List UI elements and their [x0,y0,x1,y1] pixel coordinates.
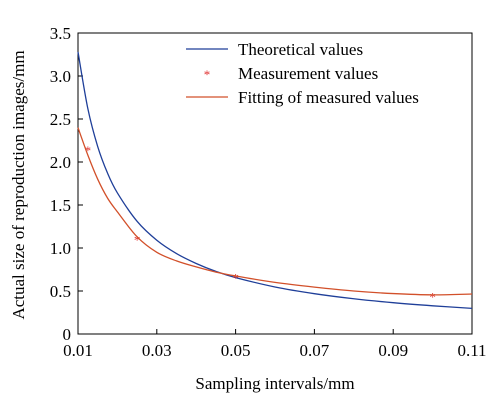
measurement-point: * [134,233,141,248]
x-tick-label: 0.09 [378,341,408,360]
x-axis-title: Sampling intervals/mm [195,374,354,393]
legend: Theoretical values * Measurement values … [186,40,419,107]
y-axis: 0 0.5 1.0 1.5 2.0 2.5 3.0 3.5 [50,24,83,344]
measurement-point: * [85,143,92,158]
x-tick-label: 0.03 [142,341,172,360]
y-tick-label: 2.0 [50,153,71,172]
legend-label-measurement: Measurement values [238,64,378,83]
series-line-0 [77,51,473,310]
y-tick-label: 3.0 [50,67,71,86]
y-tick-label: 1.5 [50,196,71,215]
measurement-point: * [232,270,239,285]
x-tick-label: 0.05 [221,341,251,360]
x-axis: 0.01 0.03 0.05 0.07 0.09 0.11 [63,329,487,360]
measurement-point: * [429,289,436,304]
y-tick-label: 1.0 [50,239,71,258]
plot-area [77,32,473,335]
y-tick-label: 2.5 [50,110,71,129]
y-tick-label: 0 [63,325,72,344]
x-tick-label: 0.07 [300,341,330,360]
x-tick-label: 0.01 [63,341,93,360]
legend-marker-measurement: * [204,67,211,82]
series-line-2 [77,127,473,296]
legend-label-fitting: Fitting of measured values [238,88,419,107]
y-tick-label: 3.5 [50,24,71,43]
legend-label-theoretical: Theoretical values [238,40,363,59]
series-layer: * * * * [77,51,473,310]
plot-frame [77,32,473,335]
x-tick-label: 0.11 [457,341,486,360]
y-tick-label: 0.5 [50,282,71,301]
y-axis-title: Actual size of reproduction images/mm [9,50,28,319]
